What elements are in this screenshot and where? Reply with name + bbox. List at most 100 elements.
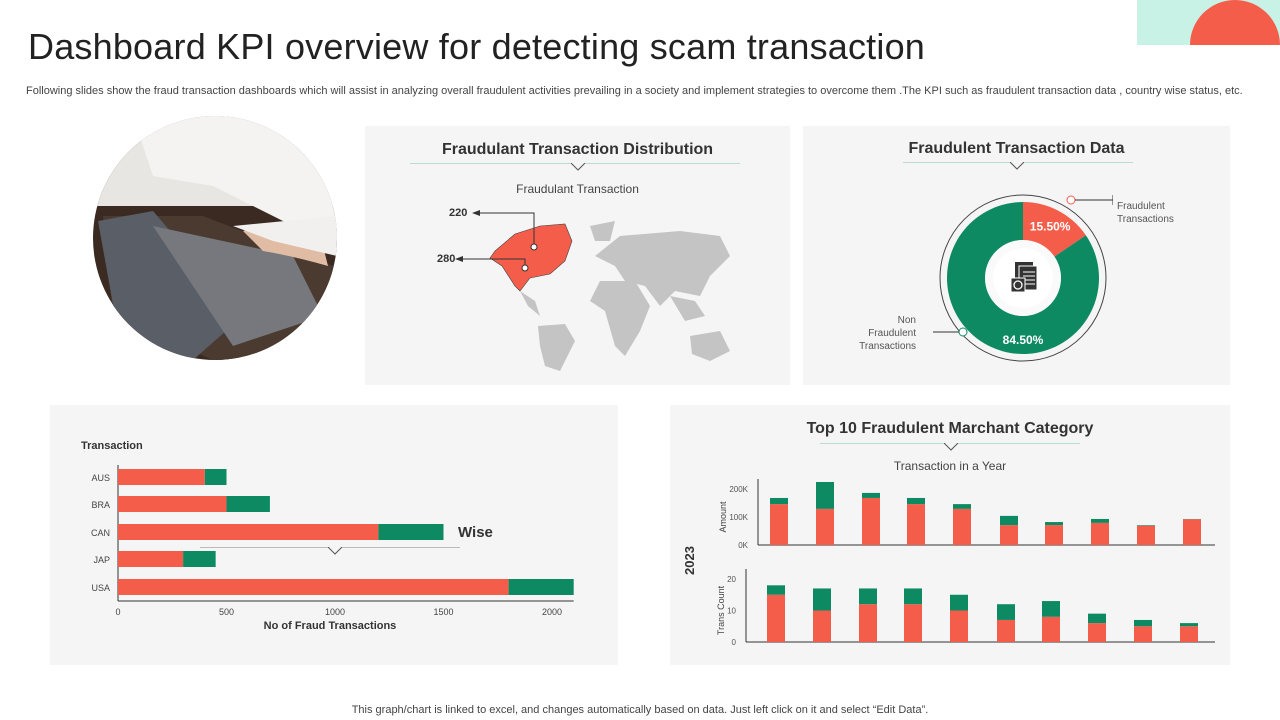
- category-label: BRA: [91, 500, 110, 510]
- category-label: JAP: [93, 555, 110, 565]
- callout-usa-value: 280: [437, 253, 456, 265]
- bar-amount-6-fraud: [1000, 525, 1018, 545]
- bar-usa-non-fraud: [508, 579, 574, 595]
- caret-icon: [571, 163, 585, 171]
- bar-count-4-fraud: [904, 604, 922, 642]
- bar-jap-fraud: [118, 551, 184, 567]
- bar-count-1-fraud: [767, 594, 785, 642]
- country-title-partial: Wise: [458, 524, 493, 541]
- bar-amount-3-non-fraud: [862, 492, 880, 498]
- bar-aus-fraud: [118, 469, 205, 485]
- bar-count-3-fraud: [859, 604, 877, 642]
- bar-amount-4-fraud: [907, 504, 925, 545]
- laptop-photo: [93, 116, 337, 360]
- category-label: CAN: [91, 528, 110, 538]
- y-tick-label: 0: [732, 638, 737, 647]
- bar-bra-fraud: [118, 496, 227, 512]
- bar-count-8-non-fraud: [1088, 613, 1106, 624]
- donut-outer-ring: [939, 194, 1107, 362]
- bar-usa-fraud: [118, 579, 509, 595]
- x-tick-label: 500: [219, 607, 234, 617]
- y-tick-label: 100K: [729, 513, 748, 522]
- world-map: [489, 221, 730, 371]
- bar-amount-8-non-fraud: [1091, 518, 1109, 523]
- bar-count-10-fraud: [1180, 626, 1198, 642]
- caret-icon: [1010, 162, 1024, 170]
- bar-amount-5-non-fraud: [953, 504, 971, 509]
- country-ylabel: Transaction: [81, 440, 143, 452]
- page-description: Following slides show the fraud transact…: [26, 85, 1243, 97]
- bar-count-4-non-fraud: [904, 588, 922, 605]
- bar-count-7-non-fraud: [1042, 601, 1060, 617]
- merchant-panel: Top 10 Fraudulent Marchant Category Tran…: [670, 405, 1230, 665]
- distribution-title: Fraudulant Transaction Distribution: [441, 141, 714, 158]
- donut-value-label: 15.50%: [1030, 220, 1071, 234]
- fraud-legend-label: Fraudulent Transactions: [1117, 201, 1174, 225]
- y-tick-label: 10: [727, 607, 736, 616]
- caret-icon: [328, 547, 342, 555]
- bar-amount-7-non-fraud: [1045, 522, 1063, 526]
- distribution-subtitle: Fraudulant Transaction: [516, 182, 639, 196]
- country-panel: Wise Transaction AUS BRA CAN JAP USA 0 500 1000…: [50, 405, 618, 665]
- north-america-highlight: [489, 223, 573, 292]
- bar-amount-7-fraud: [1045, 525, 1063, 545]
- bar-count-2-fraud: [813, 610, 831, 642]
- donut-value-label: 84.50%: [1003, 333, 1044, 347]
- bar-can-fraud: [118, 524, 379, 540]
- non-fraud-legend-label: Non Fraudulent Transactions: [859, 315, 916, 352]
- x-tick-label: 2000: [542, 607, 562, 617]
- country-xlabel: No of Fraud Transactions: [263, 620, 397, 632]
- category-label: USA: [91, 583, 110, 593]
- bar-count-9-non-fraud: [1134, 619, 1152, 627]
- x-tick-label: 1500: [433, 607, 453, 617]
- bar-aus-non-fraud: [204, 469, 227, 485]
- bar-amount-4-non-fraud: [907, 497, 925, 505]
- documents-refresh-icon: [1010, 262, 1038, 293]
- bar-count-5-non-fraud: [950, 594, 968, 611]
- bar-count-8-fraud: [1088, 623, 1106, 642]
- bar-jap-non-fraud: [183, 551, 216, 567]
- donut-chart: 15.50% 84.50%: [933, 194, 1113, 362]
- donut-slice-non-fraud: [947, 202, 1099, 354]
- merchant-title: Top 10 Fraudulent Marchant Category: [806, 420, 1094, 437]
- y-tick-label: 0K: [738, 541, 748, 550]
- footer-note: This graph/chart is linked to excel, and…: [351, 704, 929, 716]
- bar-amount-6-non-fraud: [1000, 515, 1018, 526]
- bar-amount-9-fraud: [1137, 525, 1155, 545]
- y-axis-label: Trans Count: [716, 585, 726, 635]
- bar-can-non-fraud: [378, 524, 444, 540]
- donut-slice-fraud: [1023, 202, 1086, 257]
- bar-amount-1-fraud: [770, 504, 788, 545]
- bar-bra-non-fraud: [226, 496, 270, 512]
- x-tick-label: 1000: [325, 607, 345, 617]
- bar-amount-1-non-fraud: [770, 497, 788, 505]
- caret-icon: [944, 443, 958, 451]
- bar-amount-2-fraud: [816, 508, 834, 545]
- bar-amount-9-non-fraud: [1137, 525, 1155, 526]
- bar-count-3-non-fraud: [859, 588, 877, 605]
- category-label: AUS: [91, 473, 110, 483]
- y-tick-label: 20: [727, 575, 736, 584]
- callout-lines: [455, 210, 538, 272]
- bar-count-5-fraud: [950, 610, 968, 642]
- merchant-subtitle: Transaction in a Year: [893, 459, 1007, 473]
- bar-amount-8-fraud: [1091, 522, 1109, 545]
- bar-amount-2-non-fraud: [816, 482, 834, 509]
- y-axis-label: Amount: [718, 501, 728, 533]
- bar-count-6-fraud: [997, 619, 1015, 642]
- bar-count-1-non-fraud: [767, 585, 785, 595]
- bar-count-10-non-fraud: [1180, 623, 1198, 627]
- country-bar-chart: AUS BRA CAN JAP USA 0 500 1000 1500 2000: [91, 465, 574, 617]
- bar-amount-10-fraud: [1183, 519, 1201, 545]
- bar-amount-3-fraud: [862, 497, 880, 545]
- fraud-data-panel: Fraudulent Transaction Data 15.50% 84.50%…: [803, 126, 1230, 385]
- fraud-data-title: Fraudulent Transaction Data: [908, 140, 1125, 157]
- bar-count-2-non-fraud: [813, 588, 831, 611]
- x-tick-label: 0: [115, 607, 120, 617]
- page-title: Dashboard KPI overview for detecting sca…: [28, 26, 926, 67]
- bar-count-9-fraud: [1134, 626, 1152, 642]
- bar-count-7-fraud: [1042, 616, 1060, 642]
- callout-can-value: 220: [449, 207, 468, 219]
- bar-count-6-non-fraud: [997, 604, 1015, 620]
